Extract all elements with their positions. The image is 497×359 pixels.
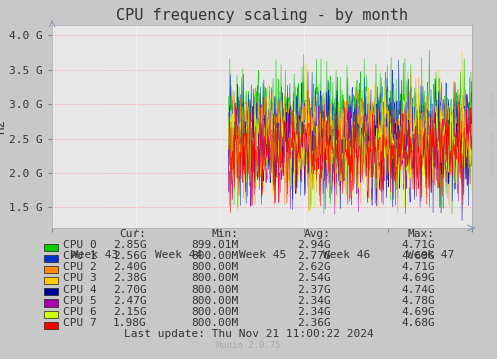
Text: Avg:: Avg: [304,229,331,239]
Text: 1.98G: 1.98G [113,318,147,328]
Text: 4.69G: 4.69G [401,307,435,317]
Text: 4.78G: 4.78G [401,296,435,306]
Text: 2.36G: 2.36G [297,318,331,328]
Title: CPU frequency scaling - by month: CPU frequency scaling - by month [116,8,408,23]
Text: 2.37G: 2.37G [297,285,331,295]
Text: 2.56G: 2.56G [113,251,147,261]
Text: RRDTOOL / TOBI OETIKER: RRDTOOL / TOBI OETIKER [489,92,494,174]
Text: 2.77G: 2.77G [297,251,331,261]
Text: 2.47G: 2.47G [113,296,147,306]
Text: 4.71G: 4.71G [401,240,435,250]
Text: 2.94G: 2.94G [297,240,331,250]
Text: 4.69G: 4.69G [401,251,435,261]
Text: 2.38G: 2.38G [113,274,147,284]
Text: CPU 7: CPU 7 [63,318,97,328]
Text: Week 45: Week 45 [239,250,286,260]
Text: 2.15G: 2.15G [113,307,147,317]
Text: 800.00M: 800.00M [191,296,239,306]
Text: 4.71G: 4.71G [401,262,435,272]
Text: Cur:: Cur: [120,229,147,239]
Text: CPU 4: CPU 4 [63,285,97,295]
Text: 2.62G: 2.62G [297,262,331,272]
Text: 800.00M: 800.00M [191,307,239,317]
Text: CPU 2: CPU 2 [63,262,97,272]
Text: 2.85G: 2.85G [113,240,147,250]
Text: Week 47: Week 47 [407,250,454,260]
Text: 4.69G: 4.69G [401,274,435,284]
Text: 800.00M: 800.00M [191,274,239,284]
Text: Munin 2.0.75: Munin 2.0.75 [216,341,281,350]
Text: 2.54G: 2.54G [297,274,331,284]
Text: CPU 3: CPU 3 [63,274,97,284]
Text: Min:: Min: [212,229,239,239]
Text: Week 44: Week 44 [155,250,202,260]
Text: Max:: Max: [408,229,435,239]
Text: 800.00M: 800.00M [191,262,239,272]
Text: 800.00M: 800.00M [191,285,239,295]
Text: 800.00M: 800.00M [191,318,239,328]
Text: Week 46: Week 46 [323,250,370,260]
Text: 800.00M: 800.00M [191,251,239,261]
Text: 4.74G: 4.74G [401,285,435,295]
Text: 2.34G: 2.34G [297,296,331,306]
Text: CPU 5: CPU 5 [63,296,97,306]
Text: 2.34G: 2.34G [297,307,331,317]
Text: 4.68G: 4.68G [401,318,435,328]
Text: Week 43: Week 43 [71,250,118,260]
Text: 899.01M: 899.01M [191,240,239,250]
Text: Last update: Thu Nov 21 11:00:22 2024: Last update: Thu Nov 21 11:00:22 2024 [124,329,373,339]
Text: 2.70G: 2.70G [113,285,147,295]
Text: 2.40G: 2.40G [113,262,147,272]
Text: CPU 1: CPU 1 [63,251,97,261]
Y-axis label: Hz: Hz [0,119,6,134]
Text: CPU 6: CPU 6 [63,307,97,317]
Text: CPU 0: CPU 0 [63,240,97,250]
